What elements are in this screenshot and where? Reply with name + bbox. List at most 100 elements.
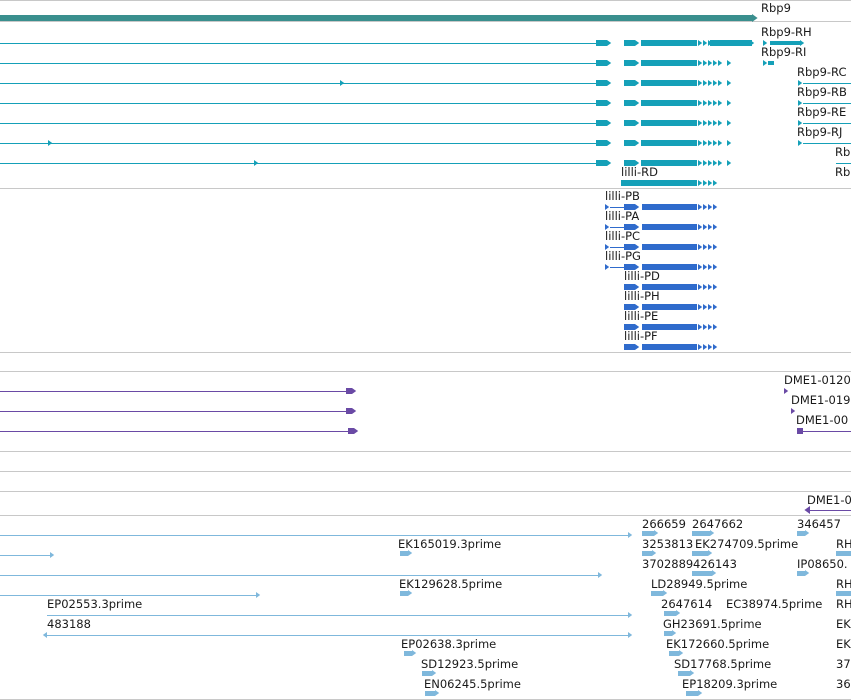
protein-label[interactable]: lilli-PF: [624, 329, 658, 343]
intron-chevron: [698, 244, 703, 250]
est-label[interactable]: RH: [836, 577, 851, 591]
transcript-label[interactable]: Rbp9-RJ: [797, 125, 843, 139]
est-label[interactable]: 36: [836, 677, 851, 691]
protein-label[interactable]: lilli-PD: [624, 269, 660, 283]
transcript-label[interactable]: Rb: [835, 145, 851, 159]
est-block: [686, 691, 698, 696]
est-label[interactable]: EP18209.3prime: [682, 677, 778, 691]
strand-arrow: [628, 632, 633, 638]
transcript-label[interactable]: Rbp9-RH: [761, 25, 812, 39]
est-label[interactable]: EC38974.5prime: [726, 597, 823, 611]
strand-arrow: [607, 160, 612, 166]
est-label[interactable]: EK: [836, 637, 851, 651]
exon-block: [642, 304, 697, 310]
protein-label[interactable]: lilli-PA: [605, 209, 640, 223]
strand-arrow: [663, 590, 668, 596]
exon-block: [596, 160, 607, 166]
strand-arrow: [607, 120, 612, 126]
feature-label[interactable]: DME1-0: [807, 493, 851, 507]
est-label[interactable]: 346457: [797, 517, 841, 531]
intron-chevron: [713, 304, 718, 310]
feature-label[interactable]: DME1-00: [796, 413, 849, 427]
est-label[interactable]: EK: [836, 617, 851, 631]
strand-arrow: [605, 244, 610, 250]
intron-chevron: [718, 120, 723, 126]
transcript-label[interactable]: Rbp9-RC: [797, 65, 847, 79]
exon-block: [641, 100, 697, 106]
transcript-label[interactable]: Rb: [835, 165, 851, 179]
strand-arrow: [708, 550, 713, 556]
strand-arrow: [605, 264, 610, 270]
strand-arrow: [607, 140, 612, 146]
est-label[interactable]: 266659: [642, 517, 686, 531]
intron-chevron: [698, 304, 703, 310]
exon-block: [624, 140, 635, 146]
intron-chevron: [713, 140, 718, 146]
gene-label[interactable]: Rbp9: [761, 1, 791, 15]
intron-chevron: [703, 344, 708, 350]
transcript-label[interactable]: Rbp9-RE: [797, 105, 847, 119]
est-label[interactable]: 426143: [693, 557, 737, 571]
strand-arrow: [652, 550, 657, 556]
intron-chevron: [713, 204, 718, 210]
exon-block: [642, 244, 697, 250]
est-label[interactable]: EP02553.3prime: [47, 597, 143, 611]
strand-arrow: [798, 120, 803, 126]
strand-arrow: [635, 224, 640, 230]
protein-label[interactable]: lilli-PB: [605, 189, 640, 203]
dme-block: [348, 428, 354, 434]
protein-label[interactable]: lilli-PE: [624, 309, 659, 323]
feature-label[interactable]: DME1-0120: [784, 373, 851, 387]
est-label[interactable]: RH: [836, 537, 851, 551]
est-label[interactable]: IP08650.: [797, 557, 848, 571]
est-label[interactable]: EK172660.5prime: [666, 637, 770, 651]
est-block: [692, 571, 712, 576]
intron-chevron: [708, 324, 713, 330]
transcript-label[interactable]: Rbp9-RB: [797, 85, 847, 99]
est-label[interactable]: EP02638.3prime: [401, 637, 497, 651]
strand-arrow: [635, 160, 640, 166]
exon-block: [641, 160, 697, 166]
exon-block: [596, 40, 607, 46]
feature-label[interactable]: DME1-019: [791, 393, 851, 407]
exon-block: [624, 160, 635, 166]
strand-arrow: [712, 570, 717, 576]
est-label[interactable]: RH: [836, 597, 851, 611]
exon-block: [641, 40, 697, 46]
intron-chevron: [703, 264, 708, 270]
strand-arrow: [727, 60, 732, 66]
exon-block: [624, 324, 635, 330]
strand-arrow: [408, 590, 413, 596]
intron-chevron: [698, 120, 703, 126]
strand-arrow: [354, 428, 359, 434]
est-label[interactable]: 3702889: [642, 557, 694, 571]
exon-block: [621, 180, 697, 186]
intron-chevron: [708, 304, 713, 310]
protein-label[interactable]: lilli-PG: [605, 249, 641, 263]
est-label[interactable]: 37: [836, 657, 851, 671]
est-label[interactable]: 2647662: [692, 517, 744, 531]
est-label[interactable]: GH23691.5prime: [663, 617, 762, 631]
transcript-label[interactable]: Rbp9-RI: [761, 45, 807, 59]
intron-chevron: [698, 284, 703, 290]
est-label[interactable]: EK274709.5prime: [695, 537, 799, 551]
est-label[interactable]: 2647614: [661, 597, 713, 611]
est-label[interactable]: EK129628.5prime: [399, 577, 503, 591]
est-label[interactable]: 483188: [47, 617, 91, 631]
transcript-label[interactable]: lilli-RD: [621, 165, 658, 179]
est-label[interactable]: EN06245.5prime: [424, 677, 521, 691]
strand-arrow: [607, 40, 612, 46]
protein-label[interactable]: lilli-PH: [624, 289, 660, 303]
est-label[interactable]: SD17768.5prime: [674, 657, 772, 671]
est-block: [422, 671, 432, 676]
est-label[interactable]: LD28949.5prime: [651, 577, 748, 591]
est-label[interactable]: 3253813: [642, 537, 694, 551]
est-label[interactable]: EK165019.3prime: [398, 537, 502, 551]
strand-arrow: [635, 100, 640, 106]
est-label[interactable]: SD12923.5prime: [421, 657, 519, 671]
strand-arrow: [635, 244, 640, 250]
strand-arrow: [635, 80, 640, 86]
intron-chevron: [713, 60, 718, 66]
protein-label[interactable]: lilli-PC: [605, 229, 641, 243]
